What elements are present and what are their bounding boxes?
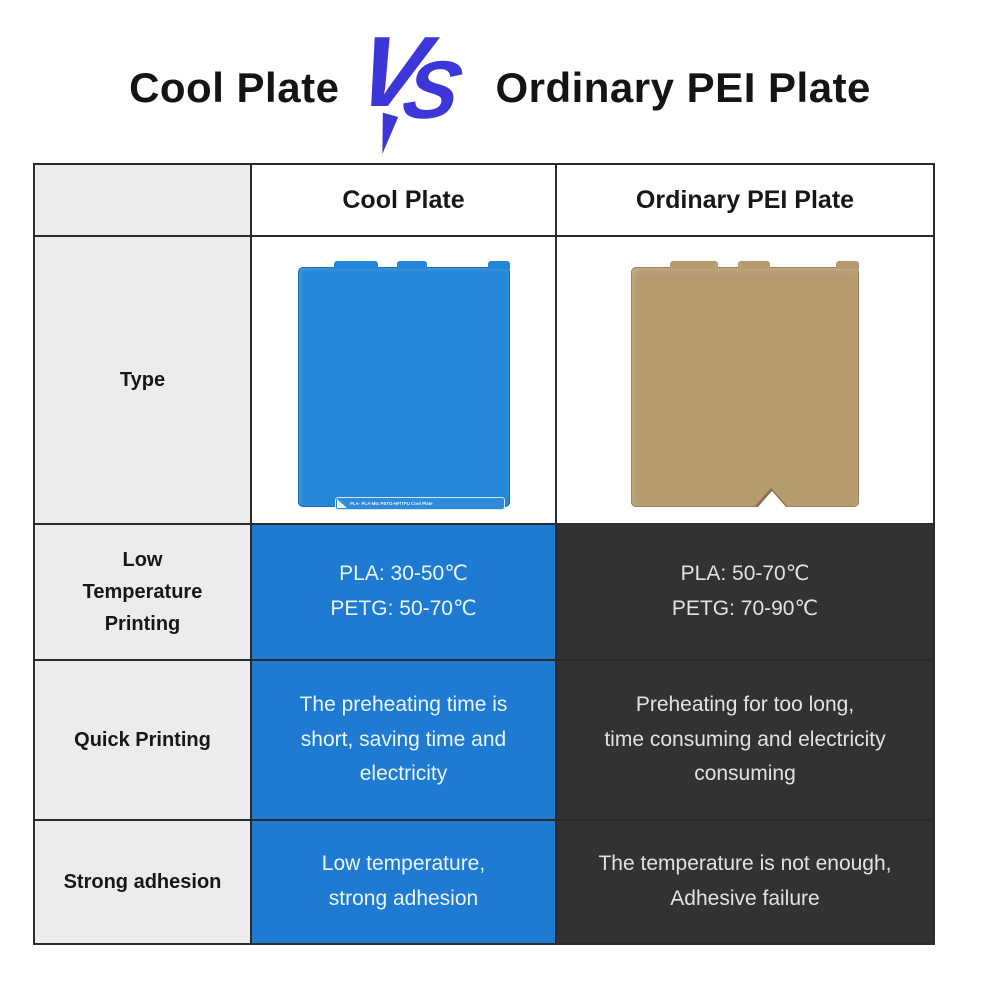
plate-tab bbox=[669, 261, 718, 269]
vs-badge: V S bbox=[348, 16, 481, 156]
plate-tab bbox=[397, 261, 427, 269]
cell-quick-pei: Preheating for too long, time consuming … bbox=[557, 661, 933, 819]
cell-quick-cool: The preheating time is short, saving tim… bbox=[252, 661, 555, 819]
row-label-quick-printing: Quick Printing bbox=[35, 661, 250, 819]
page-title: Cool Plate V S Ordinary PEI Plate bbox=[0, 16, 1000, 156]
row-label-type: Type bbox=[35, 237, 250, 523]
header-blank-cell bbox=[35, 165, 250, 235]
row-label-strong-adhesion: Strong adhesion bbox=[35, 821, 250, 943]
cell-adhesion-pei: The temperature is not enough, Adhesive … bbox=[557, 821, 933, 943]
cell-low-temp-cool: PLA: 30-50℃ PETG: 50-70℃ bbox=[252, 525, 555, 659]
plate-tab bbox=[836, 261, 859, 269]
comparison-table: Cool Plate Ordinary PEI Plate Type PLA· … bbox=[33, 163, 935, 945]
cool-plate-image: PLA· PLA-Mtc PETG-HF/TPU Cool Plate bbox=[297, 261, 510, 510]
cool-plate-label-flag-icon bbox=[337, 499, 348, 508]
plate-tab bbox=[488, 261, 510, 269]
plate-tab bbox=[333, 261, 379, 269]
title-right: Ordinary PEI Plate bbox=[495, 64, 871, 111]
cell-adhesion-cool: Low temperature, strong adhesion bbox=[252, 821, 555, 943]
cell-type-cool: PLA· PLA-Mtc PETG-HF/TPU Cool Plate bbox=[252, 237, 555, 523]
row-label-low-temperature-printing: Low Temperature Printing bbox=[35, 525, 250, 659]
plate-tab bbox=[738, 261, 771, 269]
title-left: Cool Plate bbox=[129, 64, 340, 111]
header-ordinary-pei-plate: Ordinary PEI Plate bbox=[557, 165, 933, 235]
cell-type-pei bbox=[557, 237, 933, 523]
cell-low-temp-pei: PLA: 50-70℃ PETG: 70-90℃ bbox=[557, 525, 933, 659]
pei-plate-notch bbox=[758, 491, 787, 507]
header-cool-plate: Cool Plate bbox=[252, 165, 555, 235]
cool-plate-label: PLA· PLA-Mtc PETG-HF/TPU Cool Plate bbox=[335, 497, 505, 510]
pei-plate-image bbox=[631, 261, 859, 507]
